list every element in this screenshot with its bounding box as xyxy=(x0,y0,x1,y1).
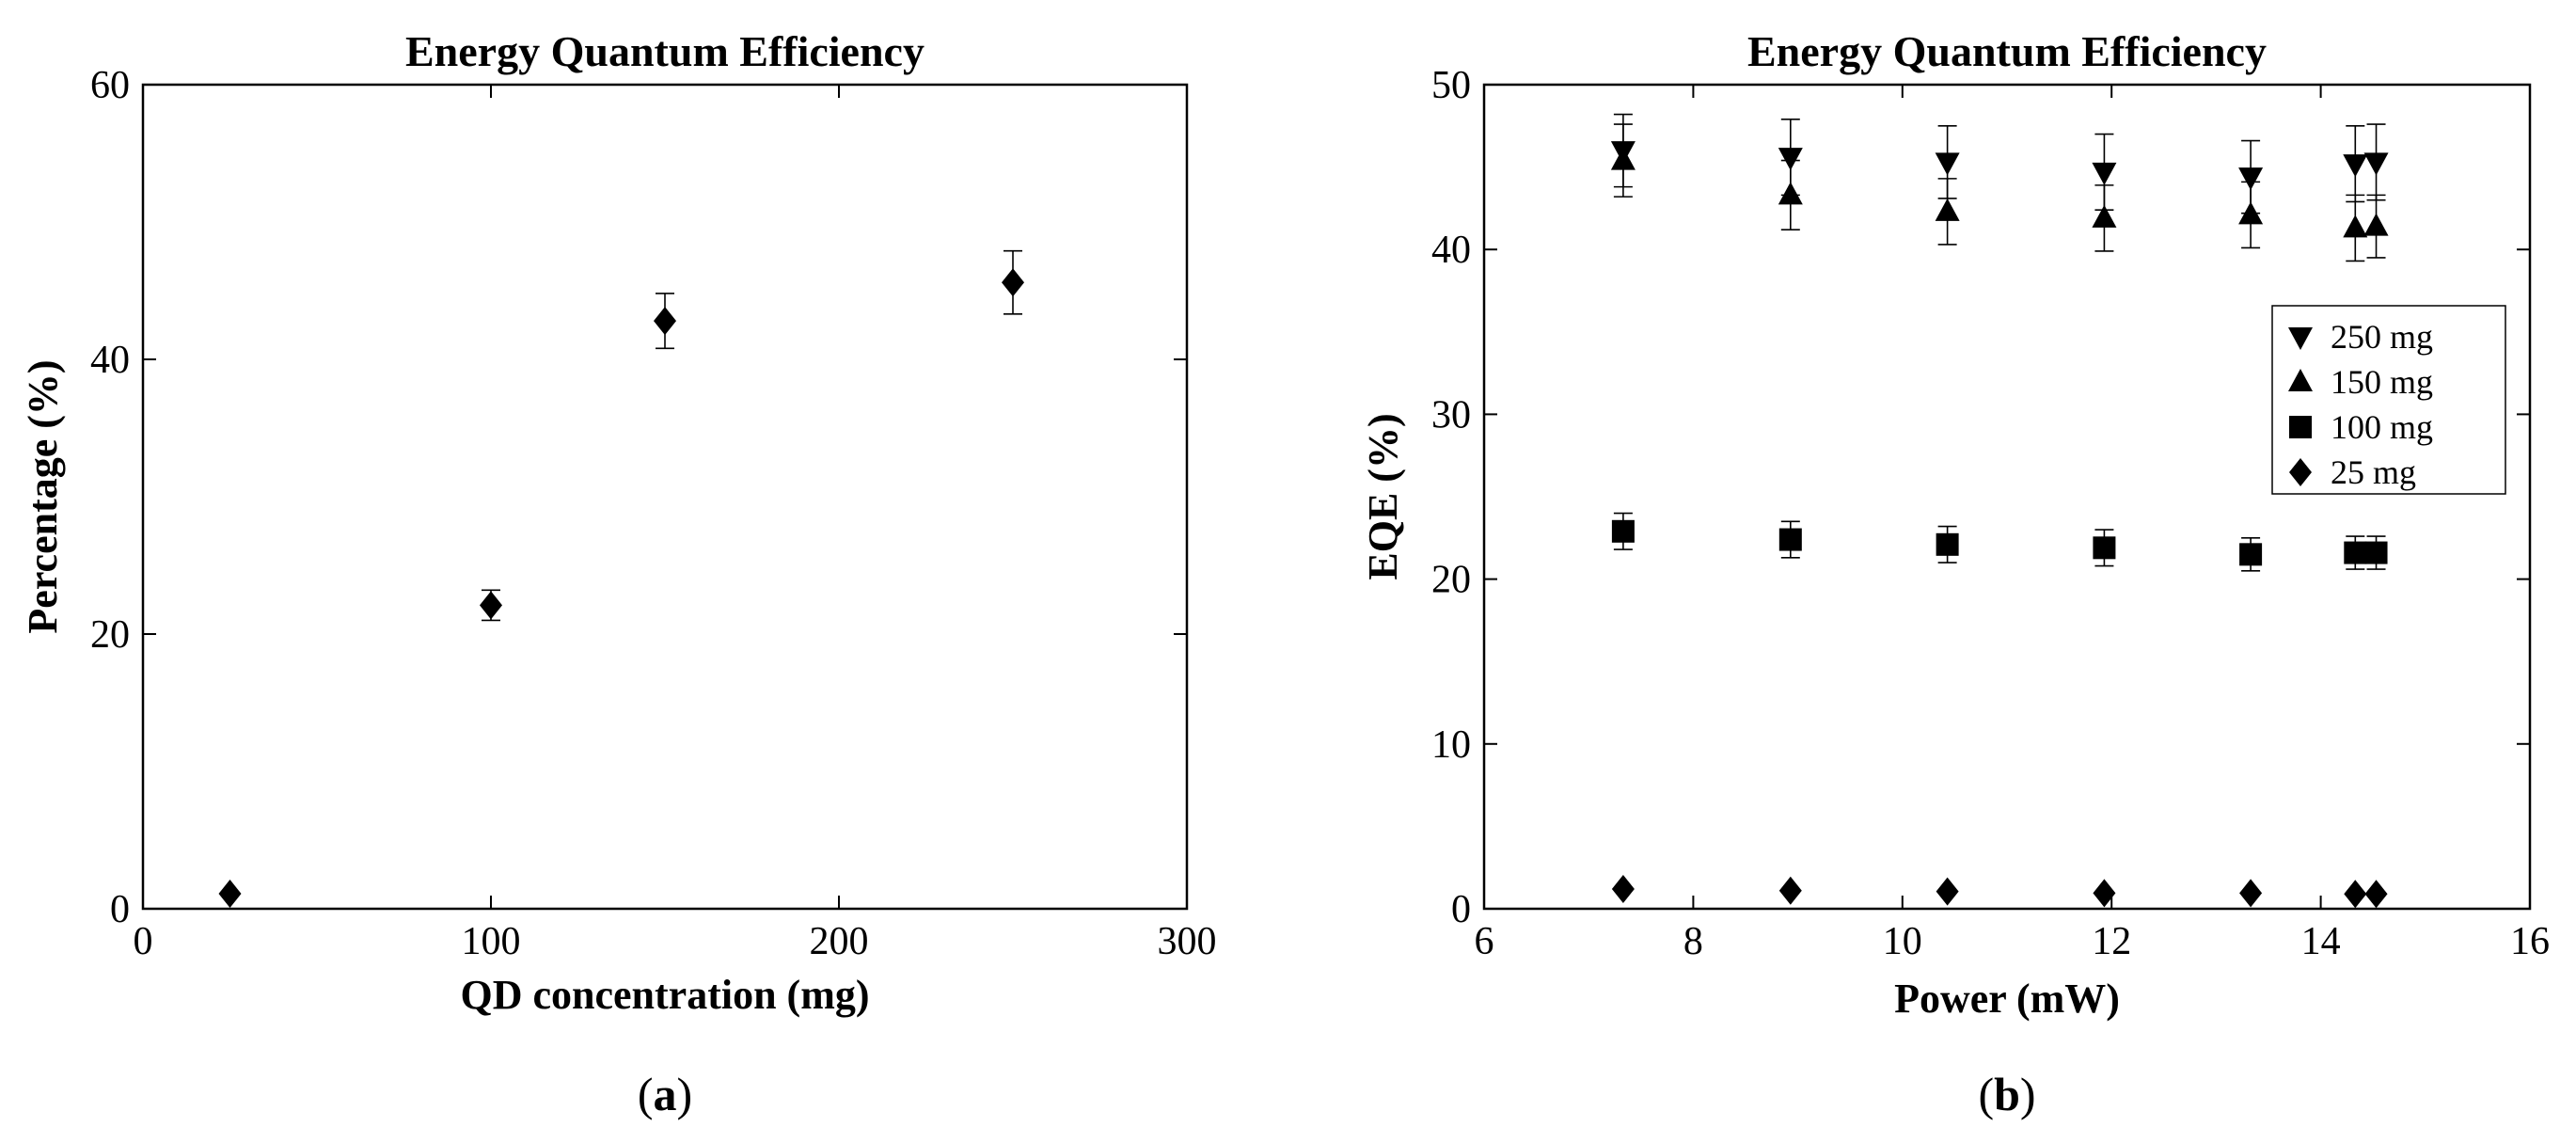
data-point xyxy=(1935,152,1960,176)
chart-title: Energy Quantum Efficiency xyxy=(405,27,925,75)
panel-label: (a) xyxy=(638,1068,692,1120)
data-point xyxy=(2363,213,2389,236)
series-25-mg xyxy=(1611,874,2388,909)
data-point xyxy=(2239,543,2263,566)
x-tick-label: 12 xyxy=(2092,920,2131,963)
data-point xyxy=(2364,880,2388,909)
y-tick-label: 20 xyxy=(90,613,130,657)
data-point xyxy=(2363,152,2389,176)
y-tick-label: 50 xyxy=(1431,64,1471,107)
data-point xyxy=(2364,541,2388,564)
y-tick-label: 30 xyxy=(1431,393,1471,437)
data-point xyxy=(1778,148,1803,171)
data-point xyxy=(1611,519,1635,543)
data-point xyxy=(2343,154,2368,178)
legend-marker xyxy=(2289,416,2312,438)
data-point xyxy=(480,591,502,620)
data-point xyxy=(1611,874,1635,903)
x-axis-label: Power (mW) xyxy=(1894,976,2120,1022)
legend-entry: 250 mg xyxy=(2331,318,2433,356)
data-point xyxy=(1778,876,1802,905)
panel-label-close: ) xyxy=(677,1068,693,1120)
data-point xyxy=(2344,880,2367,909)
plot-frame xyxy=(1482,83,2532,911)
panel-label-letter: a xyxy=(654,1068,677,1120)
data-point xyxy=(2092,204,2117,228)
y-tick-label: 0 xyxy=(110,888,130,931)
data-point xyxy=(2238,167,2264,191)
x-tick-label: 100 xyxy=(462,920,521,963)
chart-panel-b: Energy Quantum Efficiency 6 8 10 12 14 16 0 10 20… xyxy=(1360,27,2550,1120)
y-tick-label: 40 xyxy=(90,339,130,382)
y-tick-label: 10 xyxy=(1431,723,1471,767)
x-tick-label: 200 xyxy=(810,920,869,963)
data-point xyxy=(2093,879,2116,908)
data-point xyxy=(1002,268,1024,297)
y-tick-label: 60 xyxy=(90,64,130,107)
data-point xyxy=(2238,201,2264,225)
chart-title: Energy Quantum Efficiency xyxy=(1747,27,2267,75)
data-point xyxy=(2092,162,2117,185)
y-axis-label: EQE (%) xyxy=(1360,413,1406,579)
x-tick-label: 0 xyxy=(134,920,153,963)
data-point xyxy=(2343,214,2368,238)
x-tick-label: 10 xyxy=(1883,920,1922,963)
legend-box xyxy=(2271,305,2506,495)
data-point xyxy=(1778,182,1803,205)
series-100-mg xyxy=(1611,512,2388,572)
legend-entry: 25 mg xyxy=(2331,453,2416,491)
x-tick-label: 8 xyxy=(1683,920,1703,963)
y-tick-label: 40 xyxy=(1431,229,1471,272)
legend-entry: 100 mg xyxy=(2331,408,2433,446)
data-point xyxy=(654,307,676,336)
legend-marker xyxy=(2289,458,2312,486)
data-point xyxy=(2344,541,2367,564)
data-point xyxy=(1936,532,1959,556)
x-tick-label: 16 xyxy=(2510,920,2550,963)
series-250-mg xyxy=(1610,113,2389,214)
legend-marker xyxy=(2288,327,2313,350)
y-axis-label: Percentage (%) xyxy=(20,359,66,633)
chart-panel-a: Energy Quantum Efficiency 0 100 200 300 0 20 40… xyxy=(20,27,1217,1120)
data-point xyxy=(1936,877,1959,906)
data-point xyxy=(1778,528,1802,551)
panel-label-open: ( xyxy=(1978,1068,1994,1120)
x-tick-label: 300 xyxy=(1158,920,1217,963)
data-point xyxy=(2093,536,2116,560)
plot-frame xyxy=(141,83,1189,911)
data-point xyxy=(1610,147,1636,170)
series-150-mg xyxy=(1610,123,2389,262)
legend: 250 mg 150 mg 100 mg 25 mg xyxy=(2271,305,2506,495)
x-axis-label: QD concentration (mg) xyxy=(460,972,869,1018)
panel-label-close: ) xyxy=(2020,1068,2036,1120)
legend-marker xyxy=(2288,369,2313,391)
x-tick-label: 6 xyxy=(1475,920,1494,963)
y-tick-label: 20 xyxy=(1431,559,1471,602)
data-point xyxy=(1935,198,1960,221)
legend-entry: 150 mg xyxy=(2331,363,2433,401)
panel-label-letter: b xyxy=(1994,1068,2020,1120)
x-tick-label: 14 xyxy=(2301,920,2341,963)
y-tick-label: 0 xyxy=(1451,888,1471,931)
data-point xyxy=(2239,879,2263,908)
panel-label: (b) xyxy=(1978,1068,2035,1120)
series-eqe xyxy=(218,249,1024,908)
panel-label-open: ( xyxy=(638,1068,654,1120)
data-point xyxy=(218,879,242,908)
